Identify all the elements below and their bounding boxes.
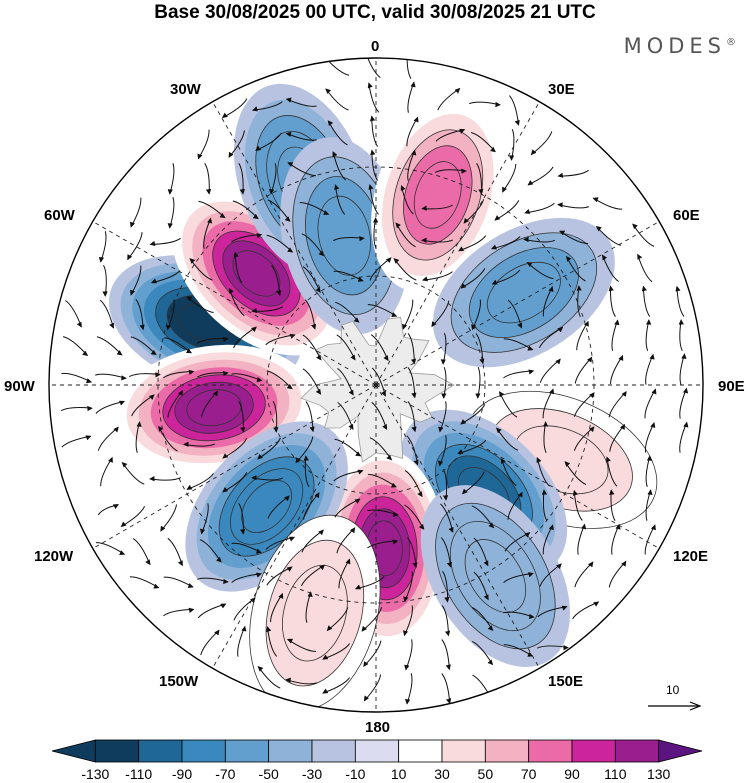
- colorbar-swatch: [224, 739, 270, 763]
- lon-label-30e: 30E: [548, 81, 575, 98]
- colorbar-tick-label: 50: [477, 766, 494, 782]
- colorbar-swatch: [138, 739, 183, 763]
- lon-label-150w: 150W: [159, 673, 199, 690]
- colorbar-tick-label: -110: [125, 766, 153, 782]
- colorbar-swatch: [484, 739, 530, 763]
- colorbar-swatch: [181, 739, 226, 763]
- reference-vector-arrow: [648, 701, 702, 711]
- colorbar-tick-label: 110: [604, 766, 627, 782]
- colorbar-swatch: [441, 739, 486, 763]
- colorbar-swatch: [311, 739, 356, 763]
- anomaly-field: [49, 58, 703, 712]
- colorbar-swatch: [571, 739, 616, 763]
- lon-label-30w: 30W: [170, 81, 201, 98]
- lon-label-150e: 150E: [548, 673, 584, 690]
- lon-label-0: 0: [371, 38, 380, 55]
- colorbar-swatch: [528, 739, 573, 763]
- colorbar-tick-label: -10: [345, 766, 366, 782]
- graticule: [49, 58, 703, 712]
- colorbar-tick-label: -130: [81, 766, 110, 782]
- lon-label-120w: 120W: [34, 548, 74, 565]
- brand-logo: MODES®: [623, 34, 736, 58]
- colorbar-swatch: [94, 739, 140, 763]
- colorbar-tick-label: 30: [434, 766, 450, 782]
- lon-label-60e: 60E: [673, 207, 700, 224]
- map-boundary: [48, 57, 704, 713]
- colorbar-tick-label: 130: [646, 766, 671, 782]
- colorbar-tick-label: -90: [171, 766, 193, 782]
- reference-vector-label: 10: [666, 683, 680, 697]
- colorbar: [51, 739, 703, 763]
- colorbar-tick-label: -50: [258, 766, 279, 782]
- map-title: Base 30/08/2025 00 UTC, valid 30/08/2025…: [154, 2, 596, 23]
- colorbar-tick-label: 90: [564, 766, 580, 782]
- anomaly-center: [249, 514, 381, 712]
- wind-arrows: [60, 58, 689, 705]
- lon-label-120e: 120E: [673, 548, 709, 565]
- lon-label-90e: 90E: [718, 378, 745, 395]
- colorbar-swatch: [268, 739, 313, 763]
- colorbar-swatch: [398, 739, 443, 763]
- colorbar-tick-label: 10: [390, 766, 407, 782]
- anomaly-center: [114, 344, 314, 471]
- lon-label-180: 180: [365, 719, 391, 736]
- colorbar-tick-label: 70: [520, 766, 537, 782]
- lon-label-90w: 90W: [4, 378, 35, 395]
- colorbar-swatch: [354, 739, 400, 763]
- colorbar-swatch: [614, 739, 660, 763]
- lon-label-60w: 60W: [44, 207, 75, 224]
- colorbar-tick-label: -30: [301, 766, 323, 782]
- anomaly-center: [371, 97, 505, 292]
- colorbar-tick-label: -70: [215, 766, 236, 782]
